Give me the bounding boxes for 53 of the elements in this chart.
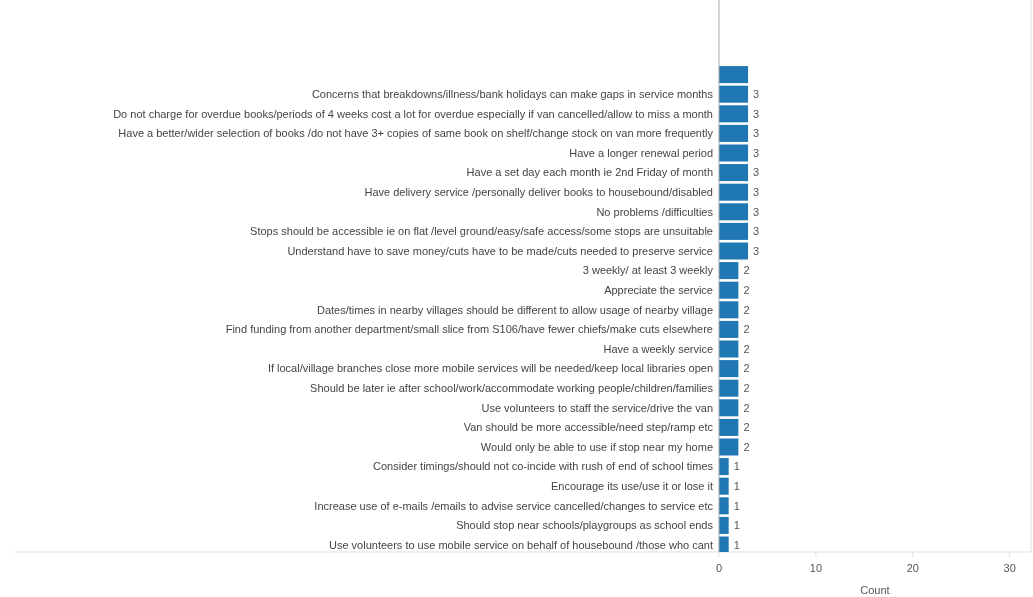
data-label: 1: [733, 460, 740, 473]
data-label: 2: [743, 284, 750, 297]
data-label: 2: [743, 401, 750, 414]
y-tick-label: Would only be able to use if stop near my home: [480, 440, 713, 453]
data-label: 1: [733, 480, 740, 493]
data-label: 3: [753, 225, 760, 238]
y-tick-label: Should be later ie after school/work/accommodate working people/children/families: [310, 382, 714, 395]
data-label: 1: [733, 519, 740, 532]
y-tick-label: Do not charge for overdue books/periods of 4 weeks cost a lot for overdue especially if van cancelled/allow to miss a month: [113, 107, 713, 120]
data-label: 2: [743, 440, 750, 453]
data-label: 2: [743, 323, 750, 336]
x-axis-title: Count: [860, 584, 890, 596]
data-label: 3: [753, 166, 760, 179]
y-tick-label: Have a better/wider selection of books /do not have 3+ copies of same book on shelf/change stock on van more frequently: [118, 127, 714, 140]
x-tick-label: 20: [906, 562, 919, 574]
y-tick-label: Have a weekly service: [603, 342, 713, 355]
y-tick-label: Use volunteers to staff the service/drive the van: [481, 401, 713, 414]
data-label: 2: [743, 264, 750, 277]
y-tick-label: Should stop near schools/playgroups as school ends: [456, 519, 714, 532]
y-tick-label: Stops should be accessible ie on flat /level ground/easy/safe access/some stops are unsuitable: [250, 225, 713, 238]
data-label: 3: [753, 88, 760, 101]
y-tick-label: Have a longer renewal period: [569, 146, 713, 159]
data-label: 2: [743, 342, 750, 355]
y-tick-label: Use volunteers to use mobile service on behalf of housebound /those who cant: [328, 538, 713, 551]
y-tick-label: Appreciate the service: [604, 284, 713, 297]
data-label: 3: [753, 186, 760, 199]
y-tick-label: Find funding from another department/small slice from S106/have fewer chiefs/make cuts elsewhere: [225, 323, 713, 336]
data-label: 1: [733, 538, 740, 551]
y-tick-label: Encourage its use/use it or lose it: [550, 480, 713, 493]
y-tick-label: Increase use of e-mails /emails to advise service cancelled/changes to service etc: [314, 499, 714, 512]
data-label: 1: [733, 499, 740, 512]
y-tick-label: Consider timings/should not co-incide with rush of end of school times: [373, 460, 714, 473]
data-label: 2: [743, 421, 750, 434]
y-tick-label: Have delivery service /personally deliver books to housebound/disabled: [364, 186, 713, 199]
data-label: 3: [753, 205, 760, 218]
y-tick-label: 3 weekly/ at least 3 weekly: [582, 264, 714, 277]
data-label: 2: [743, 382, 750, 395]
x-tick-label: 10: [809, 562, 823, 574]
y-tick-label: Understand have to save money/cuts have to be made/cuts needed to preserve service: [287, 244, 713, 257]
y-tick-label: Have a set day each month ie 2nd Friday of month: [466, 166, 713, 179]
data-label: 3: [753, 127, 760, 140]
x-tick-label: 30: [1003, 562, 1016, 574]
y-tick-label: No problems /difficulties: [596, 205, 714, 218]
y-tick-label: Dates/times in nearby villages should be different to allow usage of nearby village: [316, 303, 713, 316]
data-label: 3: [753, 107, 760, 120]
y-tick-label: If local/village branches close more mobile services will be needed/keep local libraries open: [267, 362, 713, 375]
data-label: 3: [753, 146, 760, 159]
data-label: 2: [743, 362, 750, 375]
y-tick-label: Van should be more accessible/need step/ramp etc: [463, 421, 714, 434]
y-tick-label: Concerns that breakdowns/illness/bank holidays can make gaps in service months: [311, 88, 714, 101]
x-tick-label: 0: [715, 562, 723, 574]
data-label: 3: [753, 244, 760, 257]
data-label: 2: [743, 303, 750, 316]
